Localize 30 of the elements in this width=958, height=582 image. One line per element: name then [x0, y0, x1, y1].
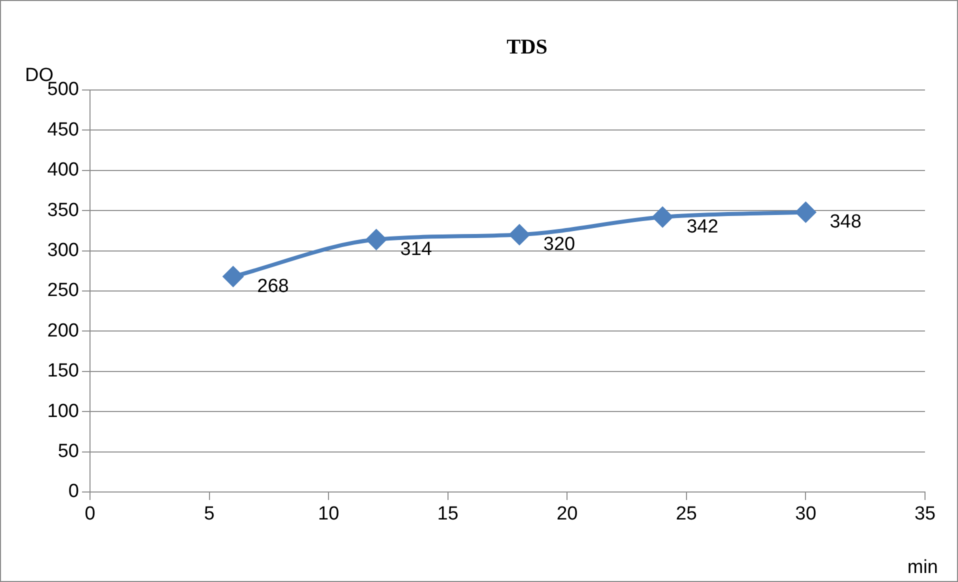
data-label: 314	[400, 238, 432, 260]
point	[796, 202, 816, 222]
data-label: 348	[830, 211, 862, 232]
x-tick-label: 35	[914, 504, 936, 525]
x-tick-label: 15	[437, 504, 458, 525]
x-tick-label: 20	[556, 504, 578, 525]
point	[366, 230, 386, 250]
y-tick-label: 150	[47, 360, 79, 382]
y-tick-label: 100	[47, 400, 79, 422]
y-tick-label: 200	[47, 320, 79, 342]
data-label: 320	[543, 234, 576, 255]
x-axis-title: min	[907, 557, 938, 578]
y-tick-label: 350	[47, 200, 79, 221]
point	[223, 266, 244, 287]
y-tick-label: 450	[47, 119, 79, 140]
point	[652, 207, 673, 228]
chart-title: TDS	[506, 34, 548, 58]
point	[509, 224, 530, 245]
x-tick-label: 25	[676, 504, 697, 525]
x-tick-label: 0	[84, 504, 96, 525]
y-tick-label: 0	[68, 481, 79, 502]
y-tick-label: 50	[58, 441, 79, 462]
y-tick-label: 300	[47, 240, 79, 262]
x-tick-label: 10	[318, 504, 340, 525]
data-label: 342	[686, 216, 718, 238]
data-label: 268	[257, 276, 289, 297]
y-tick-label: 400	[47, 160, 79, 181]
y-tick-label: 250	[47, 280, 79, 302]
x-tick-label: 30	[795, 504, 816, 525]
x-tick-label: 5	[204, 504, 215, 525]
